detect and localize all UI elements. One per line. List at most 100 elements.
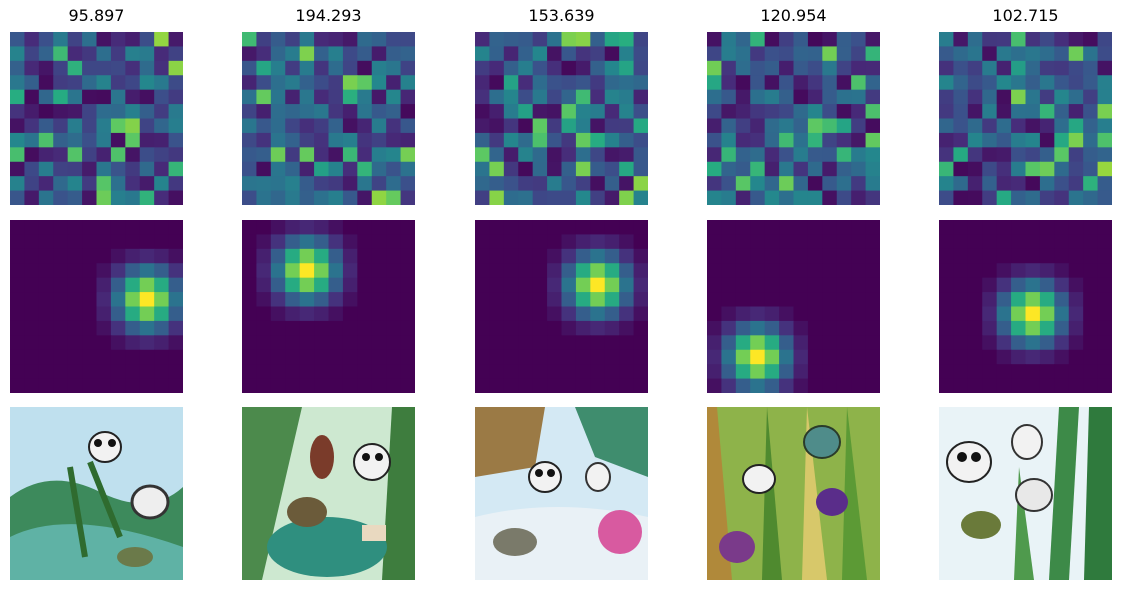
heatmap-cell (750, 292, 766, 307)
heatmap-cell (299, 32, 315, 47)
heatmap-cell (53, 89, 69, 105)
heatmap-cell (1011, 364, 1026, 380)
heatmap-cell (110, 118, 126, 134)
heatmap-cell (125, 60, 141, 76)
heatmap-cell (779, 132, 794, 148)
heatmap-cell (53, 248, 69, 264)
heatmap-cell (342, 320, 358, 336)
heatmap-cell (735, 320, 751, 336)
heatmap-cell (1039, 32, 1055, 47)
heatmap-cell (807, 75, 823, 91)
heatmap-cell (1068, 75, 1084, 91)
heatmap-cell (836, 220, 852, 235)
heatmap-cell (503, 335, 519, 351)
heatmap-cell (532, 349, 548, 365)
heatmap-cell (590, 190, 606, 205)
heatmap-cell (168, 234, 183, 250)
heatmap-cell (96, 320, 112, 336)
heatmap-cell (371, 306, 387, 322)
heatmap-cell (590, 364, 606, 380)
heatmap-cell (604, 46, 620, 62)
heatmap-cell (1097, 306, 1112, 322)
heatmap-cell (242, 60, 257, 76)
heatmap-cell (561, 190, 577, 205)
heatmap-cell (475, 248, 490, 264)
heatmap-cell (96, 89, 112, 105)
heatmap-cell (807, 234, 823, 250)
heatmap-cell (851, 234, 867, 250)
heatmap-cell (953, 32, 969, 47)
heatmap-cell (285, 89, 301, 105)
heatmap-cell (1011, 190, 1026, 205)
heatmap-cell (299, 147, 315, 163)
column-title-3: 153.639 (528, 6, 595, 25)
heatmap-cell (939, 75, 954, 91)
heatmap-cell (386, 118, 402, 134)
heatmap-cell (807, 248, 823, 264)
column-title-4: 120.954 (760, 6, 827, 25)
heatmap-cell (793, 277, 809, 293)
heatmap-cell (328, 263, 344, 279)
heatmap-cell (721, 75, 737, 91)
heatmap-cell (67, 176, 83, 192)
heatmap-cell (939, 234, 954, 250)
heatmap-cell (1083, 292, 1099, 307)
heatmap-cell (400, 118, 415, 134)
heatmap-cell (371, 46, 387, 62)
heatmap-cell (1054, 118, 1070, 134)
heatmap-cell (1097, 147, 1112, 163)
heatmap-cell (110, 89, 126, 105)
heatmap-cell (1039, 190, 1055, 205)
heatmap-cell (242, 277, 257, 293)
heatmap-cell (357, 60, 373, 76)
heatmap-cell (807, 190, 823, 205)
heatmap-cell (96, 248, 112, 264)
heatmap-cell (735, 277, 751, 293)
heatmap-cell (1039, 248, 1055, 264)
heatmap-cell (24, 32, 40, 47)
heatmap-cell (139, 263, 155, 279)
heatmap-cell (633, 75, 648, 91)
heatmap-cell (53, 75, 69, 91)
heatmap-cell (633, 263, 648, 279)
heatmap-cell (633, 190, 648, 205)
heatmap-cell (270, 263, 286, 279)
heatmap-cell (1083, 234, 1099, 250)
heatmap-cell (532, 176, 548, 192)
heatmap-cell (139, 132, 155, 148)
heatmap-cell (400, 147, 415, 163)
heatmap-cell (67, 89, 83, 105)
heatmap-cell (967, 292, 983, 307)
heatmap-cell (619, 75, 635, 91)
heatmap-cell (735, 190, 751, 205)
heatmap-cell (357, 364, 373, 380)
heatmap-cell (1054, 263, 1070, 279)
heatmap-cell (139, 234, 155, 250)
heatmap-cell (793, 118, 809, 134)
heatmap-cell (967, 248, 983, 264)
heatmap-cell (779, 89, 794, 105)
heatmap-cell (1011, 220, 1026, 235)
heatmap-cell (371, 75, 387, 91)
heatmap-cell (532, 32, 548, 47)
heatmap-cell (793, 292, 809, 307)
heatmap-cell (96, 306, 112, 322)
heatmap-cell (836, 32, 852, 47)
heatmap-cell (67, 190, 83, 205)
heatmap-cell (256, 147, 272, 163)
heatmap-cell (851, 349, 867, 365)
heatmap-cell (38, 118, 54, 134)
heatmap-cell (386, 89, 402, 105)
heatmap-cell (865, 292, 880, 307)
heatmap-cell (82, 60, 97, 76)
heatmap-cell (400, 190, 415, 205)
heatmap-cell (242, 46, 257, 62)
heatmap-cell (314, 176, 329, 192)
heatmap-cell (371, 220, 387, 235)
gaussian-heatmap-5 (939, 220, 1112, 393)
heatmap-cell (1068, 378, 1084, 393)
heatmap-cell (489, 89, 505, 105)
heatmap-cell (371, 364, 387, 380)
heatmap-cell (721, 248, 737, 264)
heatmap-cell (299, 104, 315, 119)
